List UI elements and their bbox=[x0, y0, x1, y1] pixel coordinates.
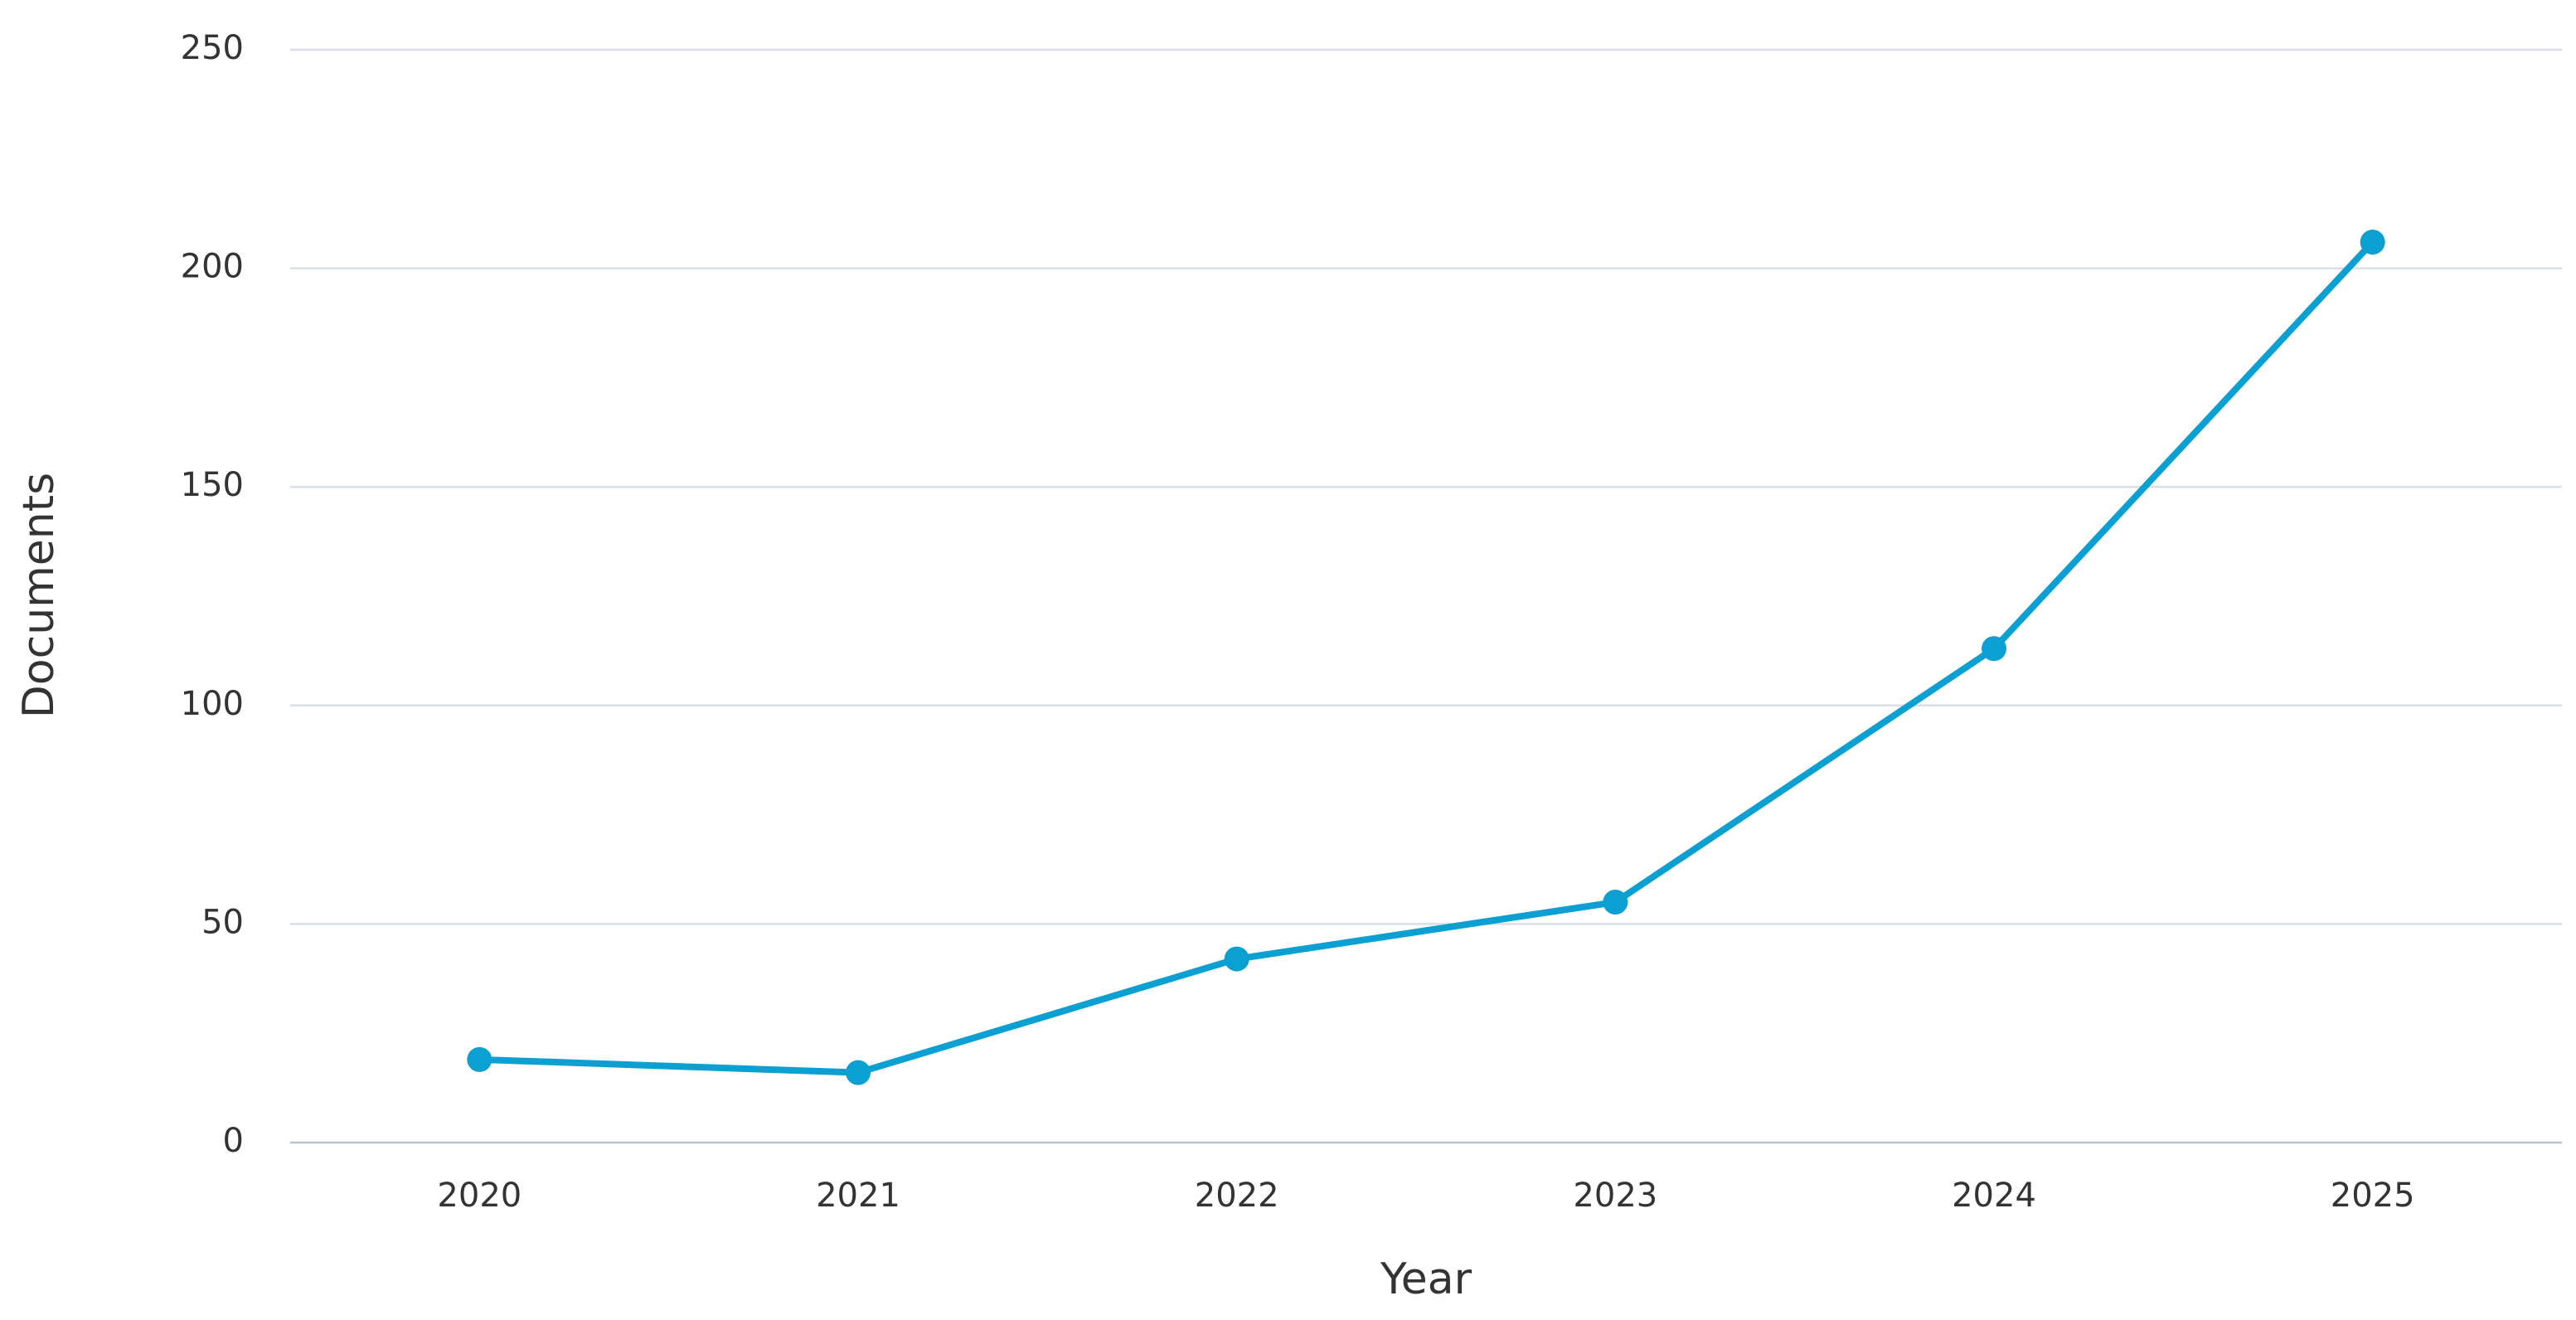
y-tick-label: 0 bbox=[223, 1122, 244, 1160]
point bbox=[1224, 946, 1249, 972]
y-axis-title: Documents bbox=[14, 473, 64, 719]
y-tick-label: 250 bbox=[181, 29, 244, 67]
point bbox=[1982, 636, 2006, 662]
x-axis-title: Year bbox=[1380, 1254, 1472, 1304]
point bbox=[467, 1046, 492, 1072]
x-tick-label: 2022 bbox=[1195, 1177, 1279, 1215]
y-tick-label: 150 bbox=[181, 466, 244, 504]
y-tick-label: 50 bbox=[201, 903, 244, 941]
line bbox=[479, 240, 2375, 1076]
point bbox=[846, 1060, 871, 1085]
x-tick-label: 2024 bbox=[1952, 1177, 2036, 1215]
x-tick-label: 2023 bbox=[1573, 1177, 1657, 1215]
y-tick-label: 200 bbox=[181, 248, 244, 286]
x-tick-label: 2021 bbox=[816, 1177, 900, 1215]
x-tick-label: 2020 bbox=[437, 1177, 522, 1215]
x-tick-label: 2025 bbox=[2331, 1177, 2415, 1215]
y-tick-label: 100 bbox=[181, 685, 244, 723]
point bbox=[2360, 229, 2385, 255]
point bbox=[1603, 890, 1628, 915]
